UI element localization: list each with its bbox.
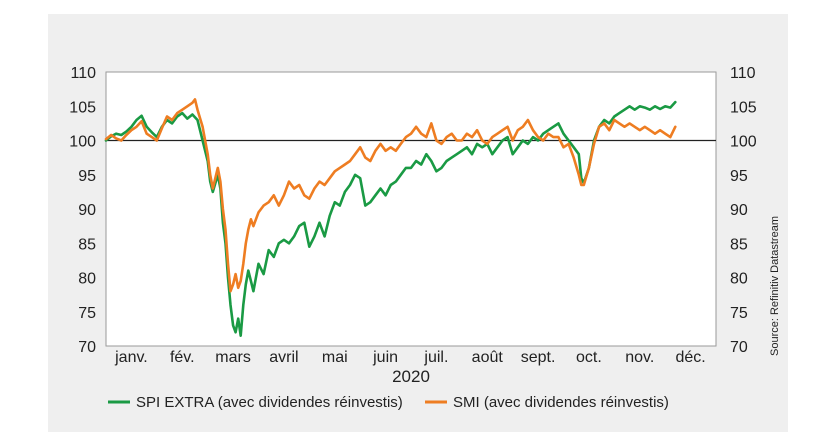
x-tick-label: mai — [322, 349, 348, 366]
y-tick-label-right: 80 — [730, 271, 748, 288]
x-tick-label: août — [472, 349, 504, 366]
y-tick-label-right: 100 — [730, 134, 757, 151]
x-tick-label: nov. — [625, 349, 654, 366]
y-tick-label-right: 105 — [730, 99, 757, 116]
y-axis-left: 70 75 80 85 90 95 100 105 110 — [69, 65, 96, 356]
y-tick-label-left: 80 — [78, 271, 96, 288]
x-tick-label: janv. — [114, 349, 148, 366]
x-tick-label: sept. — [521, 349, 556, 366]
y-tick-label-left: 100 — [69, 134, 96, 151]
legend-label: SMI (avec dividendes réinvestis) — [453, 394, 669, 411]
y-tick-label-right: 75 — [730, 305, 748, 322]
y-tick-label-left: 75 — [78, 305, 96, 322]
y-tick-label-left: 85 — [78, 236, 96, 253]
legend-label: SPI EXTRA (avec dividendes réinvestis) — [136, 394, 403, 411]
y-tick-label-right: 95 — [730, 168, 748, 185]
legend-item-spi-extra: SPI EXTRA (avec dividendes réinvestis) — [108, 394, 403, 411]
y-tick-label-left: 110 — [70, 65, 96, 82]
legend-item-smi: SMI (avec dividendes réinvestis) — [425, 394, 669, 411]
x-tick-label: fév. — [170, 349, 195, 366]
y-tick-label-left: 105 — [69, 99, 96, 116]
y-tick-label-left: 90 — [78, 202, 96, 219]
y-tick-label-right: 70 — [730, 339, 748, 356]
y-tick-label-left: 95 — [78, 168, 96, 185]
series-line-smi — [104, 98, 677, 293]
y-tick-label-right: 110 — [730, 65, 756, 82]
y-tick-label-right: 85 — [730, 236, 748, 253]
x-tick-label: déc. — [675, 349, 705, 366]
y-tick-label-left: 70 — [78, 339, 96, 356]
x-axis: janv. fév. mars avril mai juin juil. août sept. o… — [114, 349, 706, 366]
source-note: Source: Refinitiv Datastream — [769, 216, 781, 356]
x-tick-label: juin — [372, 349, 398, 366]
x-axis-title: 2020 — [392, 367, 430, 386]
y-axis-right: 70 75 80 85 90 95 100 105 110 — [730, 65, 757, 356]
x-tick-label: oct. — [576, 349, 602, 366]
x-tick-label: juil. — [423, 349, 448, 366]
series-lines — [104, 98, 677, 337]
legend: SPI EXTRA (avec dividendes réinvestis) SM… — [108, 394, 669, 411]
x-tick-label: mars — [215, 349, 251, 366]
y-tick-label-right: 90 — [730, 202, 748, 219]
x-tick-label: avril — [269, 349, 298, 366]
